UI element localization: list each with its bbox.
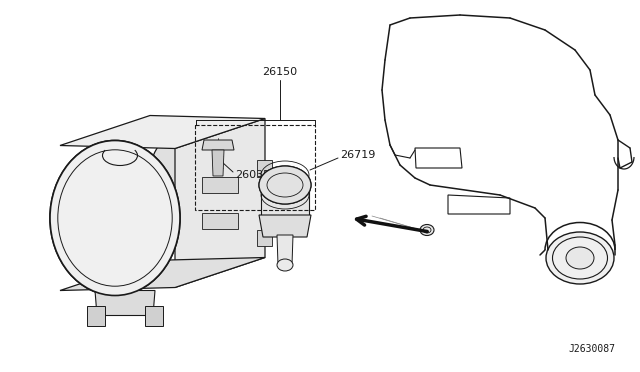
Text: 26719: 26719	[340, 150, 376, 160]
Polygon shape	[257, 230, 272, 246]
Text: J2630087: J2630087	[568, 344, 615, 354]
Polygon shape	[60, 115, 265, 148]
Ellipse shape	[50, 141, 180, 295]
Ellipse shape	[420, 224, 434, 235]
Ellipse shape	[277, 259, 293, 271]
Ellipse shape	[546, 232, 614, 284]
Polygon shape	[145, 305, 163, 326]
Polygon shape	[257, 160, 272, 176]
Polygon shape	[202, 213, 238, 229]
Ellipse shape	[259, 166, 311, 204]
Text: 26035D: 26035D	[235, 170, 278, 180]
Polygon shape	[202, 177, 238, 193]
Ellipse shape	[259, 166, 311, 204]
Polygon shape	[175, 119, 265, 288]
Text: 26150: 26150	[262, 67, 298, 77]
Ellipse shape	[147, 118, 264, 258]
Polygon shape	[87, 305, 105, 326]
Polygon shape	[60, 257, 265, 291]
Polygon shape	[202, 140, 234, 150]
Ellipse shape	[50, 141, 180, 295]
Polygon shape	[261, 180, 309, 217]
Polygon shape	[95, 291, 155, 315]
Polygon shape	[212, 150, 224, 176]
Ellipse shape	[566, 247, 594, 269]
Polygon shape	[277, 235, 293, 265]
Polygon shape	[259, 215, 311, 237]
